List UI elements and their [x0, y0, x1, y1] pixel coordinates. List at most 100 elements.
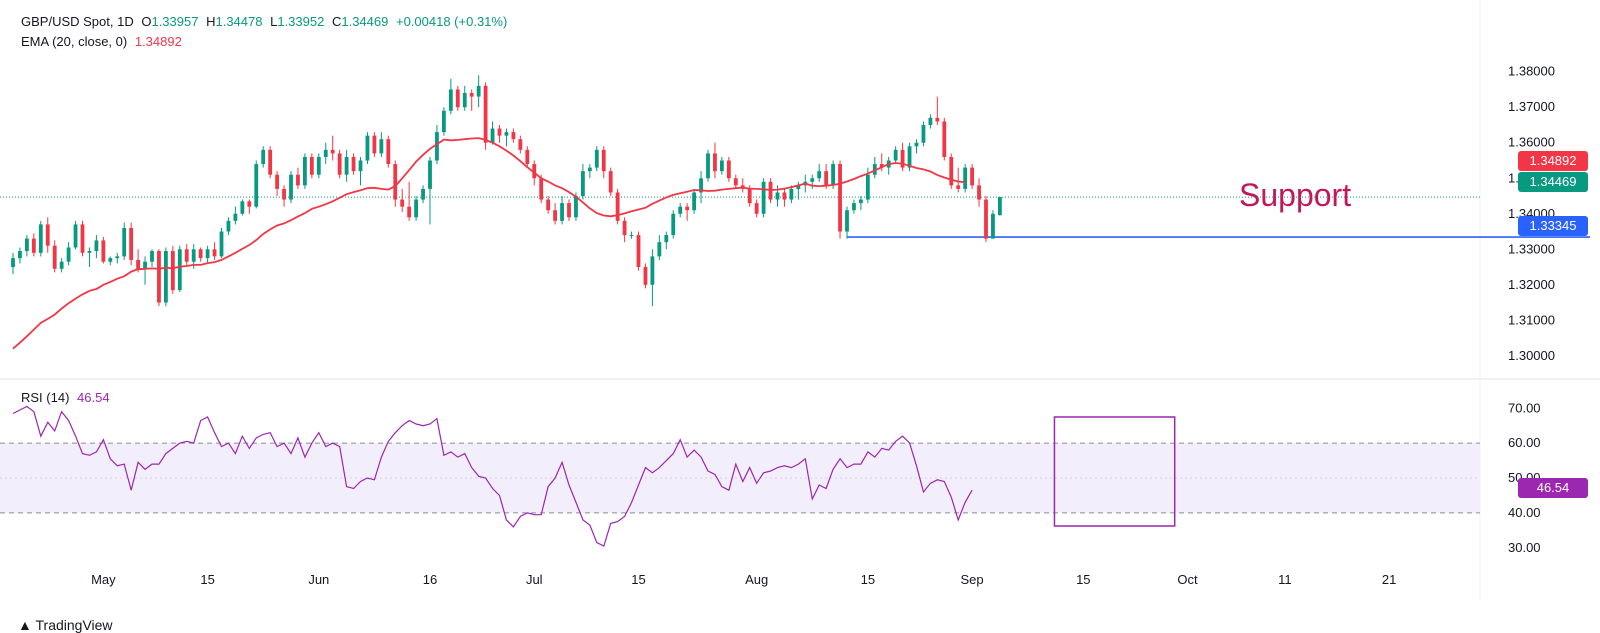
- symbol-header: GBP/USD Spot, 1D O1.33957 H1.34478 L1.33…: [21, 14, 511, 29]
- price-axis-tick: 1.38000: [1508, 64, 1555, 79]
- candle-body: [323, 149, 328, 157]
- candle-body: [184, 249, 189, 262]
- candle-body: [442, 110, 446, 133]
- time-axis-tick: 21: [1382, 572, 1396, 587]
- candle-body: [560, 203, 564, 221]
- candle-body: [268, 149, 273, 175]
- candle-body: [984, 199, 988, 239]
- candle-body: [504, 132, 509, 136]
- candle-body: [914, 142, 919, 147]
- ema-label: EMA (20, close, 0): [21, 34, 128, 49]
- candle-body: [428, 160, 432, 189]
- candle-body: [337, 153, 342, 175]
- candle-body: [518, 139, 523, 150]
- time-axis-tick: May: [91, 572, 116, 587]
- candle-body: [761, 181, 766, 214]
- rsi-highlight-box: [1053, 416, 1176, 527]
- candle-body: [73, 224, 78, 248]
- candle-body: [567, 203, 571, 218]
- candle-body: [80, 224, 85, 253]
- candle-body: [629, 235, 634, 237]
- candle-body: [532, 164, 537, 179]
- candle-body: [448, 89, 453, 111]
- watermark-text: TradingView: [35, 617, 113, 633]
- close-value: 1.34469: [341, 14, 389, 29]
- low-value: 1.33952: [277, 14, 325, 29]
- candle-body: [733, 178, 738, 186]
- time-axis-tick: 15: [631, 572, 645, 587]
- candle-body: [852, 203, 856, 211]
- ema-price-tag: 1.34892: [1518, 151, 1588, 171]
- candle-body: [720, 160, 724, 172]
- time-axis-tick: 16: [423, 572, 437, 587]
- candle-body: [115, 256, 120, 259]
- time-axis-tick: Aug: [745, 572, 768, 587]
- candle-body: [831, 164, 835, 186]
- candle-body: [122, 227, 127, 257]
- last-price-tag: 1.34469: [1518, 172, 1588, 192]
- candle-body: [713, 153, 717, 172]
- rsi-line: [12, 405, 973, 547]
- candle-body: [386, 139, 391, 165]
- candle-body: [101, 240, 106, 262]
- candle-body: [108, 258, 113, 262]
- time-axis-tick: Oct: [1177, 572, 1198, 587]
- ema-line: [12, 137, 966, 350]
- candle-body: [247, 201, 252, 207]
- candle-body: [31, 238, 36, 253]
- candle-body: [650, 256, 655, 285]
- candle-body: [963, 167, 968, 189]
- high-label: H: [206, 14, 216, 29]
- rsi-label: RSI (14): [21, 390, 70, 405]
- rsi-value: 46.54: [77, 390, 110, 405]
- candle-body: [435, 132, 439, 161]
- candle-body: [706, 153, 710, 179]
- candle-body: [365, 135, 370, 161]
- candle-body: [11, 258, 15, 268]
- candle-body: [136, 259, 140, 269]
- candle-body: [949, 156, 954, 186]
- candle-body: [775, 192, 780, 200]
- rsi-axis-tick: 40.00: [1508, 505, 1541, 520]
- rsi-header: RSI (14) 46.54: [21, 390, 114, 405]
- candle-body: [970, 167, 974, 186]
- candle-body: [671, 213, 676, 236]
- candle-body: [462, 93, 467, 108]
- close-label: C: [331, 14, 342, 29]
- candle-body: [358, 160, 363, 172]
- price-axis-tick: 1.36000: [1508, 135, 1555, 150]
- candle-body: [18, 251, 22, 259]
- candle-body: [303, 156, 307, 186]
- candle-body: [664, 235, 669, 243]
- high-value: 1.34478: [215, 14, 263, 29]
- candle-body: [240, 201, 245, 214]
- candle-body: [87, 251, 92, 253]
- candle-body: [935, 117, 940, 122]
- candle-body: [692, 192, 696, 211]
- rsi-value-tag: 46.54: [1518, 478, 1588, 498]
- candle-body: [275, 174, 279, 189]
- candle-body: [254, 164, 259, 207]
- candle-body: [824, 171, 829, 186]
- candle-body: [685, 206, 690, 211]
- candle-body: [636, 235, 641, 268]
- candle-body: [511, 132, 516, 140]
- candle-body: [289, 174, 293, 200]
- support-annotation: Support: [1239, 177, 1351, 213]
- candle-body: [726, 160, 731, 179]
- candle-body: [226, 220, 231, 232]
- candle-body: [817, 171, 822, 179]
- candle-body: [94, 240, 99, 252]
- time-axis-tick: 15: [861, 572, 875, 587]
- candle-body: [921, 124, 926, 143]
- candle-body: [699, 178, 703, 193]
- candle-body: [143, 261, 147, 269]
- candle-body: [810, 178, 815, 182]
- candle-body: [372, 135, 377, 154]
- candle-body: [991, 213, 995, 239]
- candle-body: [956, 185, 961, 189]
- candle-body: [608, 171, 613, 193]
- candle-body: [601, 149, 606, 172]
